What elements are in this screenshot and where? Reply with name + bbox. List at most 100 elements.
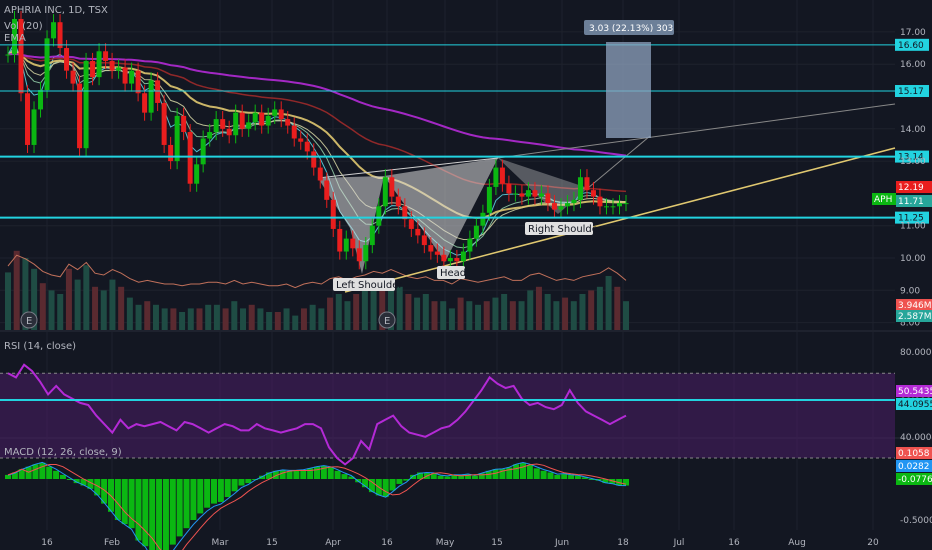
rsi-band — [0, 373, 895, 458]
rsi-badge-text: 44.0955 — [898, 400, 932, 410]
macd-histogram-bar — [197, 479, 204, 514]
candle-body — [155, 80, 161, 103]
macd: MACD (12, 26, close, 9)0.0000-0.5000-1.0… — [4, 447, 932, 550]
neckline — [317, 157, 499, 179]
macd-histogram-bar — [554, 474, 561, 479]
volume-bar — [596, 286, 603, 330]
macd-histogram-bar — [25, 466, 32, 479]
volume-bars — [5, 250, 629, 330]
candle-body — [330, 199, 336, 229]
candle-body — [610, 206, 616, 208]
trendline — [344, 147, 896, 293]
volume-bar — [405, 294, 412, 330]
overlay: 3.03 (22.13%) 303 Left Shoulder Head Right … — [20, 20, 932, 329]
candle-body — [467, 238, 473, 252]
candle-body — [558, 206, 564, 210]
price-badge-text: 12.19 — [898, 183, 924, 193]
macd-histogram-bar — [588, 479, 595, 480]
price-badge — [872, 193, 896, 205]
macd-histogram-bar — [183, 479, 190, 529]
volume-bar — [353, 294, 360, 330]
candle-body — [350, 238, 356, 249]
volume-bar — [466, 301, 473, 330]
volume-bar — [387, 279, 394, 330]
candle-body — [161, 102, 167, 145]
x-tick: Jun — [554, 538, 569, 548]
macd-histogram-bar — [410, 474, 417, 479]
level-badge-text: 13.14 — [898, 153, 924, 163]
volume-bar — [440, 301, 447, 330]
volume-badge-text: 3.946M — [898, 301, 932, 311]
candle-body — [525, 190, 531, 197]
neckline-extension — [497, 103, 896, 159]
candle-body — [38, 90, 44, 110]
level-badge-text: 15.17 — [898, 87, 924, 97]
macd-histogram-bar — [533, 468, 540, 479]
candle-body — [194, 164, 200, 184]
volume-bar — [205, 304, 212, 330]
level-badge — [895, 85, 929, 98]
volume-bar — [309, 304, 316, 330]
x-tick: Jul — [673, 538, 685, 548]
candle-body — [538, 193, 544, 197]
volume-bar — [274, 312, 281, 330]
candle-body — [616, 203, 622, 207]
volume-badge-text: 2.587M — [898, 312, 932, 322]
price-tick: 14.00 — [900, 125, 926, 135]
price-badge — [896, 195, 932, 207]
candle-body — [402, 206, 408, 220]
candle-body — [213, 119, 219, 133]
volume-bar — [492, 297, 499, 330]
volume-bar — [501, 294, 508, 330]
macd-histogram-bar — [121, 479, 128, 525]
candle-body — [571, 199, 577, 204]
x-tick: 16 — [728, 538, 740, 548]
volume-bar — [135, 304, 142, 330]
volume-bar — [240, 308, 247, 330]
volume-bar — [118, 286, 125, 330]
event-marker — [378, 311, 396, 329]
rsi-badge-text: 50.5435 — [898, 387, 932, 397]
candle-body — [473, 225, 479, 239]
volume-bar — [74, 279, 81, 330]
macd-histogram-bar — [499, 469, 506, 479]
volume-bar — [518, 301, 525, 330]
candle-body — [447, 258, 453, 262]
pattern-head — [384, 158, 498, 262]
macd-badge — [896, 447, 932, 459]
candle-body — [116, 67, 122, 71]
volume-bar — [39, 283, 46, 330]
volume-bar — [327, 297, 334, 330]
volume-bar — [422, 294, 429, 330]
macd-histogram-bar — [341, 474, 348, 479]
ema-line — [7, 52, 627, 157]
x-tick: 18 — [617, 538, 629, 548]
level-badge — [895, 38, 929, 51]
candle-body — [584, 177, 590, 191]
macd-histogram-bar — [190, 479, 197, 520]
volume-bar — [544, 294, 551, 330]
candle-body — [272, 109, 278, 116]
volume-bar — [579, 294, 586, 330]
candle-body — [109, 60, 115, 71]
volume-bar — [553, 301, 560, 330]
candle-body — [25, 93, 31, 145]
candle-body — [239, 112, 245, 129]
price-tick: 9.00 — [900, 286, 920, 296]
signal-line — [7, 463, 627, 550]
volume-bar — [318, 308, 325, 330]
pattern-label-bg — [437, 266, 465, 279]
x-tick: Aug — [788, 538, 806, 548]
candle-body — [187, 132, 193, 184]
macd-histogram-bar — [245, 479, 252, 484]
macd-badge — [896, 473, 932, 485]
candle-body — [200, 138, 206, 165]
macd-histogram-bar — [231, 479, 238, 492]
candle-body — [129, 70, 135, 84]
volume-bar — [31, 268, 38, 330]
candle-body — [96, 51, 102, 78]
macd-histogram-bar — [540, 470, 547, 479]
candle-body — [304, 141, 310, 152]
macd-histogram-bar — [320, 465, 327, 479]
